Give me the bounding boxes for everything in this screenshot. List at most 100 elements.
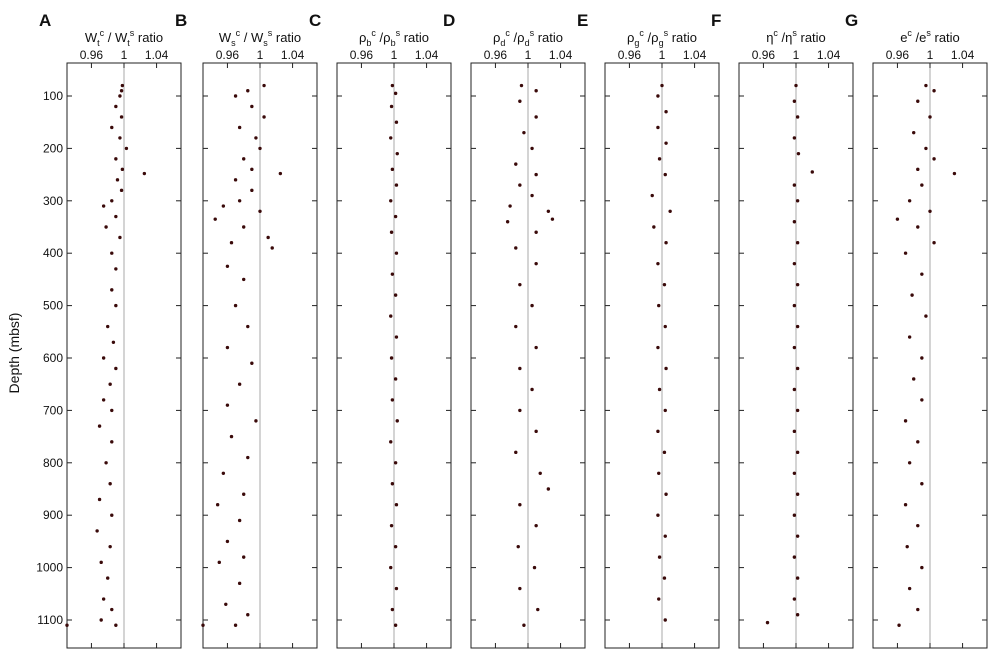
- data-point: [924, 314, 928, 318]
- x-tick-label: 1.04: [817, 48, 841, 62]
- data-point: [663, 172, 667, 177]
- data-point: [65, 623, 69, 627]
- data-point: [794, 83, 798, 88]
- data-point: [233, 623, 238, 627]
- y-tick-label: 700: [43, 403, 63, 417]
- data-point: [796, 151, 801, 156]
- data-point: [250, 167, 254, 172]
- data-point: [120, 83, 125, 88]
- data-point: [108, 544, 112, 549]
- data-point: [518, 586, 522, 591]
- data-point: [394, 503, 399, 507]
- data-point: [108, 482, 112, 486]
- data-point: [895, 217, 900, 221]
- data-point: [916, 167, 920, 172]
- y-tick-label: 1100: [37, 613, 63, 627]
- data-point: [534, 429, 538, 434]
- data-point: [104, 461, 108, 465]
- data-point: [792, 183, 797, 187]
- data-point: [920, 356, 924, 360]
- data-point: [110, 408, 114, 413]
- x-tick-label: 0.96: [886, 48, 910, 62]
- data-point: [795, 408, 800, 413]
- data-point: [114, 157, 118, 161]
- x-tick-label: 1.04: [415, 48, 439, 62]
- data-point: [795, 282, 800, 287]
- data-point: [795, 576, 800, 580]
- x-tick-label: 1: [257, 48, 264, 62]
- data-point: [920, 398, 924, 402]
- data-point: [795, 613, 800, 617]
- y-tick-label: 200: [43, 141, 63, 155]
- data-point: [916, 440, 920, 444]
- data-point: [278, 171, 283, 176]
- data-point: [390, 272, 395, 276]
- x-axis-title: Wtc / Wts ratio: [85, 28, 163, 48]
- data-point: [242, 157, 246, 161]
- x-tick-label: 0.96: [350, 48, 374, 62]
- data-point: [792, 303, 797, 308]
- data-point: [118, 94, 122, 98]
- data-point: [518, 503, 522, 507]
- x-axis-title: ηc /ηs ratio: [766, 28, 826, 45]
- data-point: [393, 377, 398, 381]
- panel-letter: F: [711, 11, 721, 30]
- data-point: [795, 492, 800, 496]
- x-tick-label: 1.04: [145, 48, 169, 62]
- data-point: [907, 335, 912, 339]
- data-point: [907, 461, 912, 465]
- x-axis-title: ρdc /ρds ratio: [493, 28, 563, 48]
- data-point: [101, 204, 106, 208]
- data-point: [106, 576, 110, 580]
- x-axis-title: ρbc /ρbs ratio: [359, 28, 429, 48]
- data-point: [101, 398, 106, 402]
- data-point: [225, 403, 230, 407]
- data-point: [393, 293, 398, 297]
- data-point: [246, 455, 250, 460]
- data-point: [536, 607, 540, 612]
- data-point: [389, 440, 393, 444]
- data-point: [119, 89, 124, 93]
- data-point: [115, 178, 120, 182]
- data-point: [108, 382, 112, 386]
- data-point: [664, 241, 668, 245]
- data-point: [792, 597, 797, 601]
- x-tick-label: 1: [121, 48, 128, 62]
- data-point: [119, 115, 124, 119]
- data-point: [518, 408, 522, 413]
- data-point: [101, 356, 106, 360]
- data-point: [920, 565, 924, 570]
- data-point: [237, 125, 242, 130]
- data-point: [110, 199, 114, 203]
- data-point: [795, 534, 800, 538]
- data-point: [99, 560, 103, 565]
- data-point: [118, 136, 122, 140]
- data-point: [237, 382, 242, 386]
- data-point: [664, 492, 668, 496]
- data-point: [903, 503, 908, 507]
- data-point: [393, 544, 398, 549]
- data-point: [907, 586, 912, 591]
- data-point: [792, 429, 797, 434]
- y-axis-title: Depth (mbsf): [6, 313, 22, 394]
- data-point: [99, 618, 103, 622]
- data-point: [912, 377, 916, 381]
- data-point: [394, 251, 399, 255]
- data-point: [518, 99, 522, 103]
- y-tick-label: 600: [43, 351, 63, 365]
- data-point: [394, 120, 399, 124]
- data-point: [920, 272, 924, 276]
- data-point: [522, 623, 526, 627]
- data-point: [662, 282, 667, 287]
- data-point: [104, 225, 108, 229]
- panel-letter: D: [443, 11, 455, 30]
- data-point: [514, 450, 518, 455]
- data-point: [952, 171, 957, 176]
- data-point: [110, 125, 114, 130]
- x-tick-label: 1.04: [951, 48, 975, 62]
- data-point: [514, 324, 518, 329]
- data-point: [795, 324, 800, 329]
- data-point: [118, 235, 122, 240]
